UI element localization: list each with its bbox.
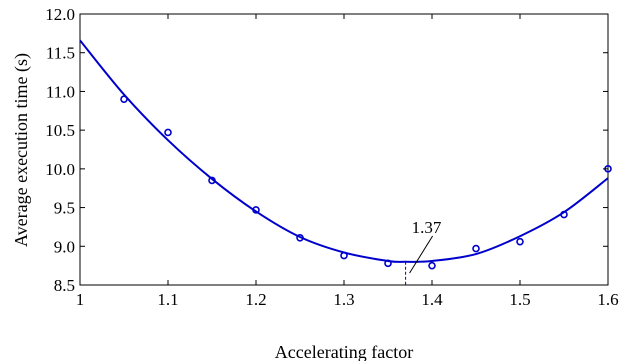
annotation-label: 1.37 — [412, 218, 442, 237]
data-point — [252, 206, 260, 214]
data-point — [384, 259, 392, 268]
y-tick-label: 10.5 — [45, 121, 75, 140]
annotation-leader-line — [409, 235, 434, 274]
data-point — [472, 244, 480, 253]
x-axis-label: Accelerating factor — [275, 342, 413, 361]
x-tick-label: 1.2 — [245, 290, 266, 309]
plot-area-frame — [79, 13, 609, 286]
data-point — [560, 210, 568, 219]
data-point — [120, 95, 128, 103]
fitted-curve-layer — [80, 39, 608, 263]
x-tick-label: 1.6 — [597, 290, 618, 309]
y-tick-label: 11.0 — [46, 82, 75, 101]
x-tick-label: 1.3 — [333, 290, 354, 309]
y-tick-label: 10.0 — [45, 160, 75, 179]
y-tick-label: 8.5 — [54, 276, 75, 295]
data-point — [208, 176, 216, 185]
data-point — [340, 251, 348, 260]
annotation-layer: 1.37 — [405, 218, 442, 285]
y-tick-label: 11.5 — [46, 44, 75, 63]
y-tick-label: 9.0 — [54, 237, 75, 256]
x-tick-label: 1 — [76, 290, 85, 309]
data-point — [164, 128, 172, 137]
data-point — [296, 233, 304, 242]
y-axis-label: Average execution time (s) — [11, 53, 32, 247]
x-tick-label: 1.5 — [509, 290, 530, 309]
data-points-layer — [120, 95, 612, 270]
y-tick-label: 12.0 — [45, 5, 75, 24]
data-point — [516, 237, 524, 246]
fitted-curve-line — [80, 39, 608, 263]
x-tick-label: 1.4 — [421, 290, 443, 309]
x-tick-label: 1.1 — [157, 290, 178, 309]
y-tick-label: 9.5 — [54, 199, 75, 218]
data-point — [428, 261, 436, 270]
ticks-layer: 1 1.1 1.2 1.3 1.4 1.5 1.6 8.5 9.0 9.5 10.0 10.5 11.0… — [45, 5, 618, 309]
